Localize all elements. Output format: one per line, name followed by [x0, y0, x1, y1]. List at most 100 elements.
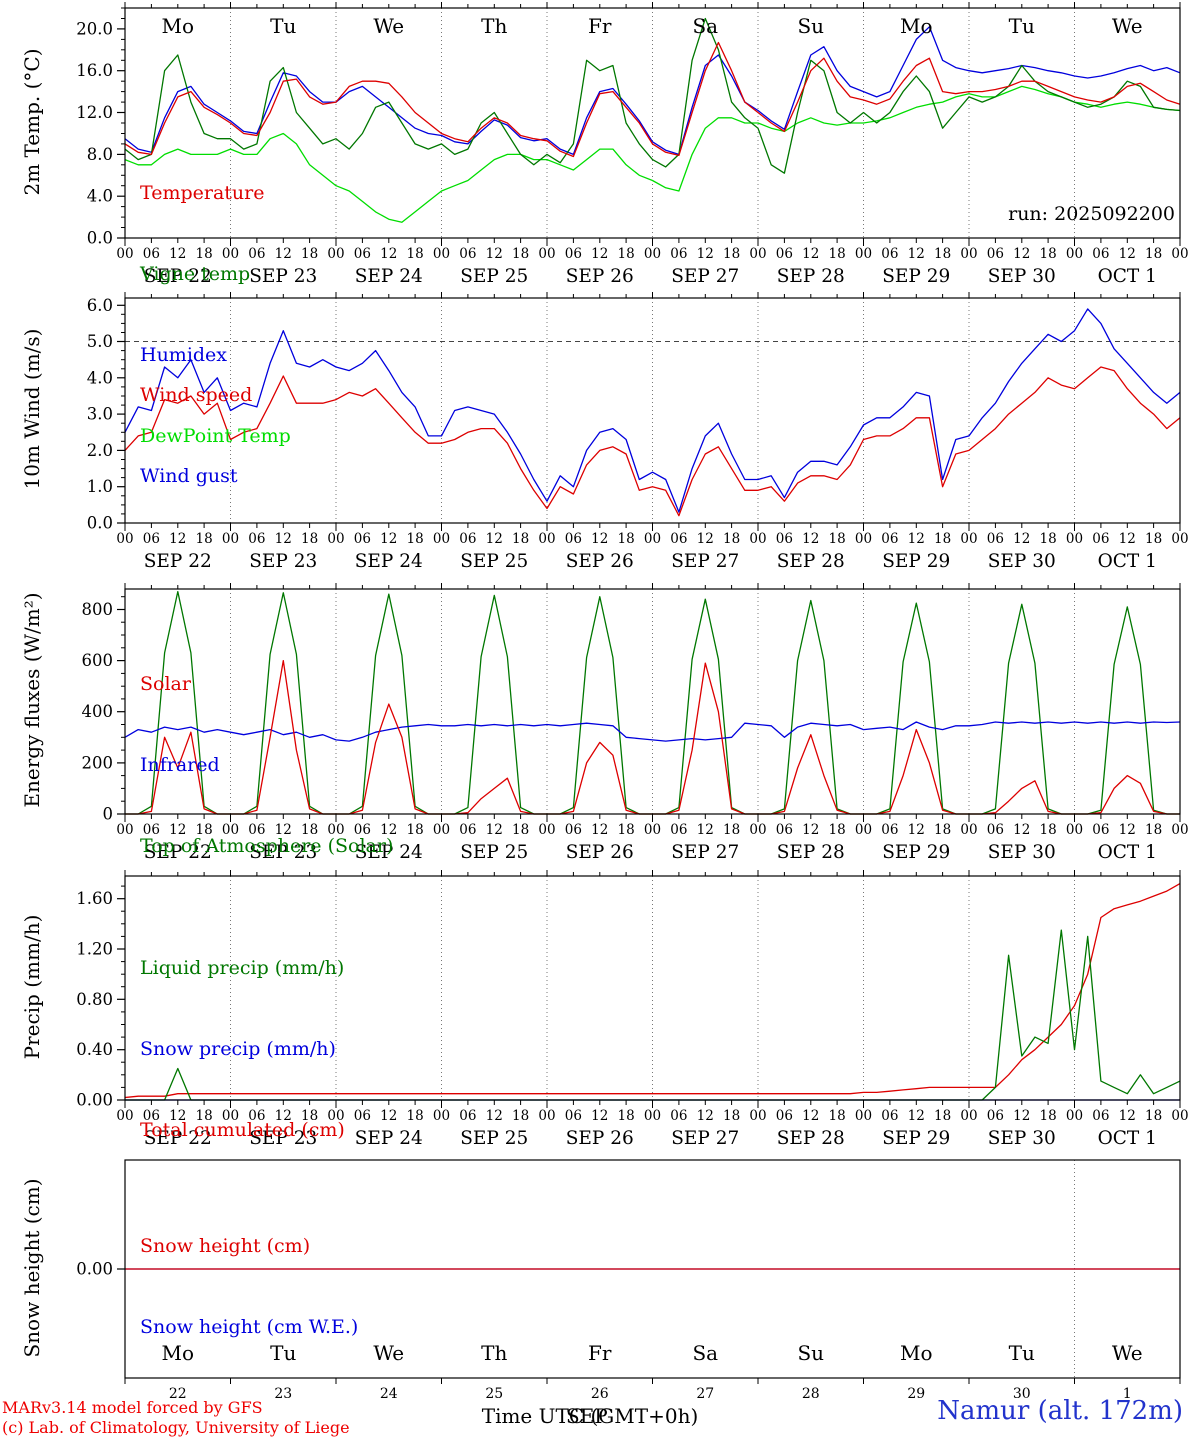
svg-text:00: 00 — [1066, 246, 1083, 262]
overlap-sep-label: SEP — [566, 1404, 608, 1428]
series-humidex — [124, 26, 1181, 156]
svg-text:18: 18 — [618, 822, 635, 838]
legend-dewpoint-temp: DewPoint Temp — [140, 425, 291, 447]
svg-text:Fr: Fr — [588, 14, 612, 38]
svg-text:12: 12 — [169, 1108, 186, 1124]
svg-text:18: 18 — [1040, 531, 1057, 547]
svg-text:SEP 25: SEP 25 — [460, 1128, 528, 1149]
svg-text:06: 06 — [776, 822, 793, 838]
svg-text:SEP 23: SEP 23 — [249, 266, 317, 287]
legend-snow-height-we: Snow height (cm W.E.) — [140, 1316, 359, 1338]
svg-text:SEP 29: SEP 29 — [882, 842, 950, 863]
svg-text:18: 18 — [196, 822, 213, 838]
svg-text:8.0: 8.0 — [87, 145, 113, 164]
svg-text:SEP 30: SEP 30 — [988, 551, 1056, 572]
svg-text:00: 00 — [433, 531, 450, 547]
svg-text:00: 00 — [116, 1108, 133, 1124]
svg-text:06: 06 — [1092, 246, 1109, 262]
credit-model: MARv3.14 model forced by GFS — [2, 1398, 263, 1417]
panel5-legend: Snow height (cm) Snow height (cm W.E.) — [140, 1179, 358, 1395]
panel4-legend: Liquid precip (mm/h) Snow precip (mm/h) … — [140, 901, 345, 1198]
svg-text:Mo: Mo — [161, 1341, 194, 1365]
svg-text:SEP 23: SEP 23 — [249, 842, 317, 863]
svg-text:06: 06 — [565, 822, 582, 838]
svg-text:Fr: Fr — [588, 1341, 612, 1365]
panel-1: 0.0 4.0 8.0 12.0 16.0 20.0 00 06 12 18 00 06 12 18 00 0… — [76, 2, 1189, 287]
svg-text:00: 00 — [1171, 246, 1188, 262]
svg-text:0.00: 0.00 — [76, 1091, 113, 1110]
svg-text:OCT 1: OCT 1 — [1098, 266, 1157, 287]
svg-text:00: 00 — [960, 1108, 977, 1124]
svg-text:00: 00 — [327, 531, 344, 547]
svg-text:We: We — [1112, 1341, 1143, 1365]
svg-text:12: 12 — [380, 246, 397, 262]
svg-text:06: 06 — [354, 822, 371, 838]
svg-text:00: 00 — [538, 822, 555, 838]
svg-text:06: 06 — [459, 246, 476, 262]
svg-text:18: 18 — [196, 1108, 213, 1124]
panel1-ylabel: 2m Temp. (°C) — [20, 48, 44, 196]
svg-text:6.0: 6.0 — [87, 296, 113, 315]
svg-text:06: 06 — [670, 822, 687, 838]
svg-text:06: 06 — [248, 531, 265, 547]
svg-text:18: 18 — [1145, 531, 1162, 547]
svg-text:12: 12 — [169, 822, 186, 838]
svg-text:06: 06 — [881, 1108, 898, 1124]
svg-text:SEP 24: SEP 24 — [355, 551, 423, 572]
svg-text:18: 18 — [196, 531, 213, 547]
svg-text:2.0: 2.0 — [87, 441, 113, 460]
svg-text:SEP 23: SEP 23 — [249, 551, 317, 572]
svg-text:18: 18 — [829, 1108, 846, 1124]
svg-text:06: 06 — [1092, 822, 1109, 838]
svg-text:SEP 25: SEP 25 — [460, 266, 528, 287]
svg-text:1: 1 — [1123, 1386, 1132, 1402]
svg-text:0.0: 0.0 — [87, 229, 113, 248]
series-wind-speed — [124, 366, 1181, 517]
legend-wind-gust: Wind gust — [140, 465, 238, 487]
svg-text:00: 00 — [116, 822, 133, 838]
svg-text:12: 12 — [802, 246, 819, 262]
series-dewpoint-temp — [124, 85, 1181, 223]
svg-text:12: 12 — [1119, 1108, 1136, 1124]
svg-text:18: 18 — [1145, 246, 1162, 262]
svg-text:SEP 29: SEP 29 — [882, 551, 950, 572]
svg-text:06: 06 — [143, 822, 160, 838]
svg-text:18: 18 — [512, 822, 529, 838]
svg-text:25: 25 — [485, 1386, 503, 1402]
svg-text:Mo: Mo — [900, 1341, 933, 1365]
series-wind-gust — [124, 308, 1181, 513]
svg-text:06: 06 — [776, 1108, 793, 1124]
svg-text:00: 00 — [116, 246, 133, 262]
svg-text:12: 12 — [275, 1108, 292, 1124]
svg-text:12: 12 — [1119, 531, 1136, 547]
svg-text:18: 18 — [512, 531, 529, 547]
svg-text:600: 600 — [82, 651, 114, 670]
panel1-legend: Temperature Vigne temp Humidex DewPoint … — [140, 126, 291, 504]
svg-text:SEP 28: SEP 28 — [777, 551, 845, 572]
svg-text:SEP 28: SEP 28 — [777, 266, 845, 287]
svg-text:SEP 27: SEP 27 — [671, 266, 739, 287]
svg-text:18: 18 — [512, 1108, 529, 1124]
svg-text:18: 18 — [1040, 1108, 1057, 1124]
svg-text:12: 12 — [591, 822, 608, 838]
svg-text:22: 22 — [169, 1386, 187, 1402]
svg-text:18: 18 — [934, 246, 951, 262]
svg-text:23: 23 — [274, 1386, 292, 1402]
svg-text:06: 06 — [248, 822, 265, 838]
legend-liquid-precip: Liquid precip (mm/h) — [140, 957, 345, 979]
legend-snow-precip: Snow precip (mm/h) — [140, 1038, 336, 1060]
svg-text:18: 18 — [407, 822, 424, 838]
panel2-legend: Wind speed Wind gust — [140, 328, 252, 544]
svg-text:00: 00 — [960, 531, 977, 547]
svg-text:18: 18 — [512, 246, 529, 262]
legend-toa: Top of Atmosphere (Solar) — [140, 835, 394, 857]
svg-text:SEP 25: SEP 25 — [460, 842, 528, 863]
svg-text:18: 18 — [829, 531, 846, 547]
svg-text:12: 12 — [380, 822, 397, 838]
svg-text:0: 0 — [103, 805, 114, 824]
svg-text:SEP 24: SEP 24 — [355, 842, 423, 863]
svg-text:SEP 24: SEP 24 — [355, 1128, 423, 1149]
svg-text:800: 800 — [82, 600, 114, 619]
